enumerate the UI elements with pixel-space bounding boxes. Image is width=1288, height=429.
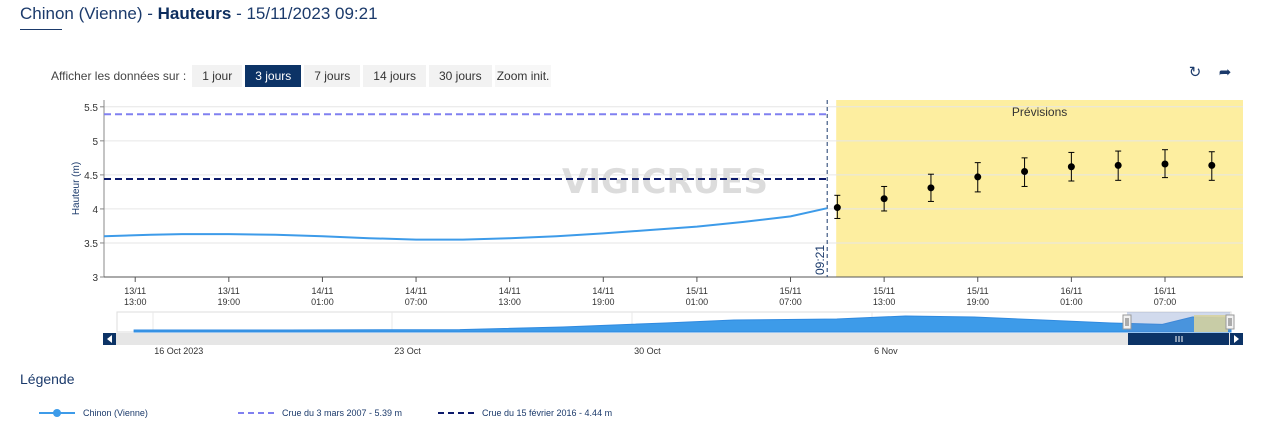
x-tick-label-date: 14/11 <box>499 286 521 296</box>
handle-grip <box>1122 314 1132 330</box>
legend-label: Crue du 15 février 2016 - 4.44 m <box>482 408 613 418</box>
forecast-point <box>1021 157 1029 187</box>
legend-item-observed[interactable]: Chinon (Vienne) <box>39 408 148 418</box>
x-tick-label-hour: 01:00 <box>1060 297 1083 307</box>
x-tick-label-hour: 01:00 <box>311 297 334 307</box>
forecast-marker <box>1114 161 1122 169</box>
navigator-date-label: 30 Oct <box>634 346 661 356</box>
x-tick-label-date: 16/11 <box>1154 286 1176 296</box>
range-label: Afficher les données sur : <box>51 69 187 83</box>
x-tick-label-date: 13/11 <box>124 286 146 296</box>
y-tick-label: 4 <box>92 205 98 216</box>
observed-series-line <box>103 207 828 241</box>
y-tick-label: 5.5 <box>84 103 98 114</box>
legend-dash-icon <box>438 412 474 414</box>
forecast-label: Prévisions <box>1012 105 1067 119</box>
forecast-marker <box>833 204 841 212</box>
forecast-marker <box>1021 167 1029 175</box>
x-tick-label-date: 15/11 <box>873 286 895 296</box>
legend-item-crue-2016[interactable]: Crue du 15 février 2016 - 4.44 m <box>438 408 612 418</box>
legend-title: Légende <box>20 371 75 387</box>
forecast-point <box>927 173 935 202</box>
title-datetime: 15/11/2023 09:21 <box>246 4 378 23</box>
x-tick-label-hour: 07:00 <box>779 297 802 307</box>
vigicrues-watermark: VIGICRUES <box>562 162 768 202</box>
y-tick-label: 3.5 <box>84 239 98 250</box>
y-tick-label: 3 <box>92 273 98 284</box>
station-name: Chinon (Vienne) <box>20 4 143 23</box>
x-tick-label-date: 14/11 <box>405 286 427 296</box>
navigator-date-label: 16 Oct 2023 <box>154 346 203 356</box>
range-selector: Afficher les données sur : 1 jour 3 jour… <box>51 65 554 87</box>
arrow-right-icon <box>1234 335 1239 343</box>
forecast-point <box>1208 151 1216 181</box>
forecast-marker <box>1208 161 1216 169</box>
y-tick-label: 5 <box>92 137 98 148</box>
scrollbar-left-arrow[interactable] <box>103 333 116 345</box>
x-tick-label-date: 13/11 <box>218 286 240 296</box>
legend-dash-icon <box>238 412 274 414</box>
legend-label: Crue du 3 mars 2007 - 5.39 m <box>282 408 403 418</box>
x-tick-label-hour: 01:00 <box>686 297 709 307</box>
forecast-point <box>880 185 888 212</box>
arrow-left-icon <box>107 335 112 343</box>
handle-grip <box>1225 314 1235 330</box>
range-button-14-days[interactable]: 14 jours <box>363 65 426 87</box>
x-tick-label-hour: 07:00 <box>1154 297 1177 307</box>
forecast-marker <box>1067 163 1075 171</box>
zoom-reset-button[interactable]: Zoom init. <box>494 65 552 87</box>
forecast-marker <box>880 195 888 203</box>
forecast-point <box>1067 151 1075 182</box>
x-tick-label-hour: 19:00 <box>966 297 989 307</box>
page-title: Chinon (Vienne) - Hauteurs - 15/11/2023 … <box>20 4 378 24</box>
x-tick-label-date: 15/11 <box>780 286 802 296</box>
forecast-marker <box>927 184 935 192</box>
navigator-handle-left[interactable] <box>1122 314 1132 330</box>
x-tick-label-date: 14/11 <box>592 286 614 296</box>
x-tick-label-hour: 19:00 <box>592 297 615 307</box>
x-tick-label-date: 14/11 <box>312 286 334 296</box>
x-tick-label-hour: 13:00 <box>124 297 147 307</box>
x-tick-label-date: 15/11 <box>686 286 708 296</box>
navigator-date-label: 6 Nov <box>874 346 898 356</box>
forecast-point <box>974 162 982 193</box>
y-axis-label: Hauteur (m) <box>71 162 82 215</box>
navigator-forecast-area <box>1194 315 1228 332</box>
x-tick-label-hour: 19:00 <box>218 297 241 307</box>
legend-label: Chinon (Vienne) <box>83 408 148 418</box>
x-tick-label-hour: 13:00 <box>498 297 521 307</box>
legend-line-marker-icon <box>39 409 75 417</box>
scrollbar-right-arrow[interactable] <box>1230 333 1243 345</box>
forecast-point <box>833 194 841 219</box>
navigator-date-label: 23 Oct <box>394 346 421 356</box>
x-tick-label-date: 16/11 <box>1060 286 1082 296</box>
forecast-point <box>1114 150 1122 181</box>
range-button-30-days[interactable]: 30 jours <box>428 65 492 87</box>
legend-item-crue-2007[interactable]: Crue du 3 mars 2007 - 5.39 m <box>238 408 402 418</box>
now-label: 09:21 <box>813 245 827 275</box>
title-separator: - <box>231 4 247 23</box>
x-tick-label-date: 15/11 <box>967 286 989 296</box>
x-tick-label-hour: 07:00 <box>405 297 428 307</box>
y-tick-label: 4.5 <box>84 171 98 182</box>
refresh-icon[interactable]: ↻ <box>1188 64 1202 81</box>
title-separator: - <box>142 4 158 23</box>
title-underline <box>20 29 62 30</box>
navigator-handle-right[interactable] <box>1225 314 1235 330</box>
forecast-marker <box>1161 160 1169 168</box>
x-tick-label-hour: 13:00 <box>873 297 896 307</box>
share-icon[interactable]: ➦ <box>1218 64 1232 81</box>
range-button-7-days[interactable]: 7 jours <box>304 65 361 87</box>
range-button-3-days[interactable]: 3 jours <box>245 65 302 87</box>
forecast-point <box>1161 149 1169 179</box>
navigator-scrollbar-track <box>103 333 1243 345</box>
forecast-band <box>836 100 1243 277</box>
forecast-marker <box>974 173 982 181</box>
range-button-1-day[interactable]: 1 jour <box>192 65 243 87</box>
measure-name: Hauteurs <box>157 4 232 23</box>
